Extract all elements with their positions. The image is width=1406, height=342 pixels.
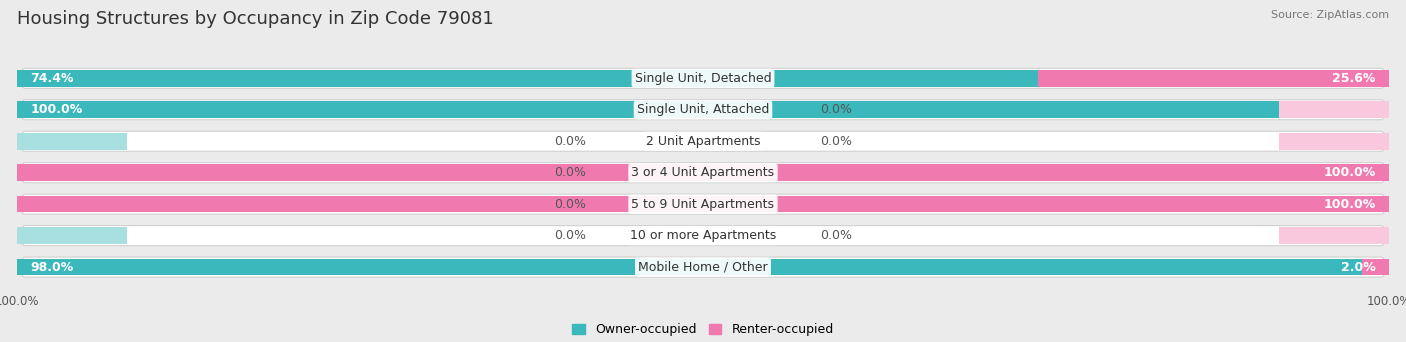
Bar bbox=[17, 133, 127, 149]
FancyBboxPatch shape bbox=[21, 100, 1385, 120]
Text: 25.6%: 25.6% bbox=[1331, 72, 1375, 85]
FancyBboxPatch shape bbox=[21, 68, 1385, 88]
Bar bbox=[1279, 227, 1389, 244]
Bar bbox=[1361, 259, 1389, 275]
Text: 0.0%: 0.0% bbox=[554, 135, 586, 148]
Text: 10 or more Apartments: 10 or more Apartments bbox=[630, 229, 776, 242]
Bar bbox=[17, 227, 127, 244]
Text: 100.0%: 100.0% bbox=[1323, 198, 1375, 211]
Text: 3 or 4 Unit Apartments: 3 or 4 Unit Apartments bbox=[631, 166, 775, 179]
Text: Single Unit, Attached: Single Unit, Attached bbox=[637, 103, 769, 116]
Text: 0.0%: 0.0% bbox=[820, 135, 852, 148]
Bar bbox=[1038, 70, 1389, 87]
Text: 0.0%: 0.0% bbox=[554, 198, 586, 211]
Text: 0.0%: 0.0% bbox=[554, 229, 586, 242]
Text: 74.4%: 74.4% bbox=[31, 72, 75, 85]
Text: Mobile Home / Other: Mobile Home / Other bbox=[638, 261, 768, 274]
Bar bbox=[17, 165, 127, 181]
Legend: Owner-occupied, Renter-occupied: Owner-occupied, Renter-occupied bbox=[572, 324, 834, 337]
Text: 0.0%: 0.0% bbox=[820, 229, 852, 242]
Bar bbox=[17, 196, 127, 212]
Bar bbox=[17, 102, 1389, 118]
FancyBboxPatch shape bbox=[21, 163, 1385, 183]
Bar bbox=[17, 165, 1389, 181]
Text: 2 Unit Apartments: 2 Unit Apartments bbox=[645, 135, 761, 148]
FancyBboxPatch shape bbox=[21, 194, 1385, 214]
Bar bbox=[17, 196, 1389, 212]
Text: 100.0%: 100.0% bbox=[31, 103, 83, 116]
Text: 0.0%: 0.0% bbox=[554, 166, 586, 179]
Bar bbox=[17, 259, 1361, 275]
Text: 0.0%: 0.0% bbox=[820, 103, 852, 116]
Text: 100.0%: 100.0% bbox=[1323, 166, 1375, 179]
Text: Single Unit, Detached: Single Unit, Detached bbox=[634, 72, 772, 85]
FancyBboxPatch shape bbox=[21, 131, 1385, 151]
Text: 5 to 9 Unit Apartments: 5 to 9 Unit Apartments bbox=[631, 198, 775, 211]
FancyBboxPatch shape bbox=[21, 257, 1385, 277]
Text: Source: ZipAtlas.com: Source: ZipAtlas.com bbox=[1271, 10, 1389, 20]
FancyBboxPatch shape bbox=[21, 226, 1385, 246]
Bar bbox=[17, 70, 1038, 87]
Bar bbox=[1279, 102, 1389, 118]
Text: 2.0%: 2.0% bbox=[1341, 261, 1375, 274]
Text: 98.0%: 98.0% bbox=[31, 261, 75, 274]
Bar bbox=[1279, 133, 1389, 149]
Text: Housing Structures by Occupancy in Zip Code 79081: Housing Structures by Occupancy in Zip C… bbox=[17, 10, 494, 28]
